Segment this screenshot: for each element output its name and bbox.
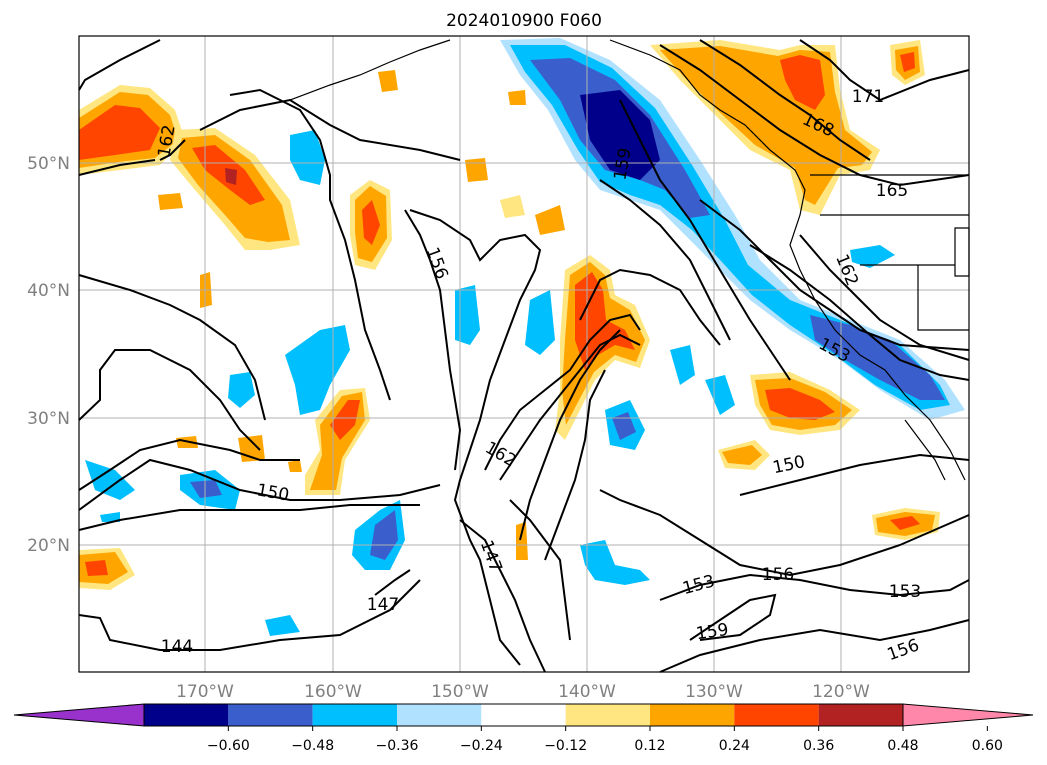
negative-anomaly-ca: [810, 315, 945, 400]
contour-label: 144: [161, 637, 193, 657]
colorbar-segment: [481, 704, 566, 726]
colorbar-segment: [228, 704, 313, 726]
colorbar-tick-label: −0.24: [460, 738, 503, 754]
negative-patch: [612, 412, 636, 440]
negative-patch: [290, 130, 325, 185]
colorbar-tick-label: 0.60: [972, 738, 1003, 754]
negative-patch: [455, 285, 480, 345]
negative-patch: [228, 372, 255, 408]
colorbar-segment: [818, 704, 903, 726]
map-frame: [78, 35, 970, 673]
positive-patch: [288, 460, 302, 472]
shaded-field: [79, 38, 965, 636]
lat-label: 30°N: [27, 409, 70, 429]
positive-patch: [516, 522, 528, 560]
map-title: 2024010900 F060: [446, 11, 602, 31]
positive-anomaly-170w-core: [225, 168, 237, 185]
colorbar-extend-low: [13, 703, 145, 727]
colorbar-segment: [650, 704, 735, 726]
negative-patch: [190, 480, 222, 498]
positive-patch: [722, 445, 762, 465]
negative-patch: [850, 245, 895, 268]
contour-label: 153: [889, 582, 921, 602]
positive-patch: [85, 560, 108, 576]
positive-anomaly-140w: [575, 272, 635, 370]
lon-label: 160°W: [304, 682, 362, 702]
positive-patch: [465, 158, 488, 182]
colorbar-segment: [312, 704, 397, 726]
colorbar-segment: [397, 704, 482, 726]
negative-patch: [580, 540, 650, 585]
positive-patch: [500, 195, 525, 218]
negative-patch: [670, 345, 695, 385]
positive-patch: [378, 70, 398, 92]
positive-patch: [508, 90, 526, 105]
lat-label: 40°N: [27, 281, 70, 301]
lat-label: 50°N: [27, 154, 70, 174]
contour-label: 171: [852, 87, 884, 107]
colorbar-segment: [144, 704, 229, 726]
positive-patch: [890, 516, 920, 530]
contour-label: 156: [762, 565, 794, 585]
longitude-labels: 170°W 160°W 150°W 140°W 130°W 120°W: [176, 682, 870, 702]
lat-label: 20°N: [27, 536, 70, 556]
colorbar-tick-label: −0.12: [544, 738, 587, 754]
colorbar-frame: [143, 703, 904, 727]
positive-patch: [362, 200, 380, 245]
positive-patch: [535, 205, 565, 235]
negative-patch: [525, 290, 555, 355]
lon-label: 120°W: [812, 682, 870, 702]
lon-label: 130°W: [685, 682, 743, 702]
colorbar-segment: [565, 704, 650, 726]
positive-patch: [158, 193, 183, 210]
negative-patch: [370, 510, 398, 560]
negative-patch: [705, 375, 735, 415]
negative-patch: [85, 460, 135, 500]
latitude-labels: 50°N 40°N 30°N 20°N: [27, 154, 70, 556]
contour-label: 165: [876, 181, 908, 201]
negative-patch: [100, 512, 120, 522]
colorbar-tick-label: 0.12: [634, 738, 665, 754]
colorbar-tick-label: 0.48: [887, 738, 918, 754]
contour-label: 147: [367, 595, 399, 615]
colorbar-extend-high: [902, 703, 1034, 727]
positive-anomaly-ne: [780, 55, 825, 110]
positive-patch: [900, 52, 915, 72]
lon-label: 170°W: [176, 682, 234, 702]
positive-anomaly-west: [79, 105, 160, 160]
colorbar-tick-label: −0.60: [207, 738, 250, 754]
positive-patch: [330, 400, 360, 440]
colorbar-tick-label: −0.36: [376, 738, 419, 754]
lon-label: 150°W: [431, 682, 489, 702]
colorbar-tick-label: 0.36: [803, 738, 834, 754]
contour-label: 159: [695, 620, 730, 644]
positive-patch: [765, 388, 835, 420]
colorbar-tick-label: 0.24: [719, 738, 750, 754]
negative-anomaly-deep: [580, 90, 660, 180]
colorbar-tick-label: −0.48: [291, 738, 334, 754]
map-area: 171 168 165 162 162 159 156 153 150 150 …: [78, 35, 970, 673]
height-contours: [78, 39, 970, 673]
lon-label: 140°W: [558, 682, 616, 702]
negative-patch: [285, 325, 350, 415]
negative-patch: [265, 615, 300, 636]
colorbar: −0.60 −0.48 −0.36 −0.24 −0.12 0.12 0.24 0.36 0.4…: [13, 703, 1034, 754]
colorbar-segment: [734, 704, 819, 726]
